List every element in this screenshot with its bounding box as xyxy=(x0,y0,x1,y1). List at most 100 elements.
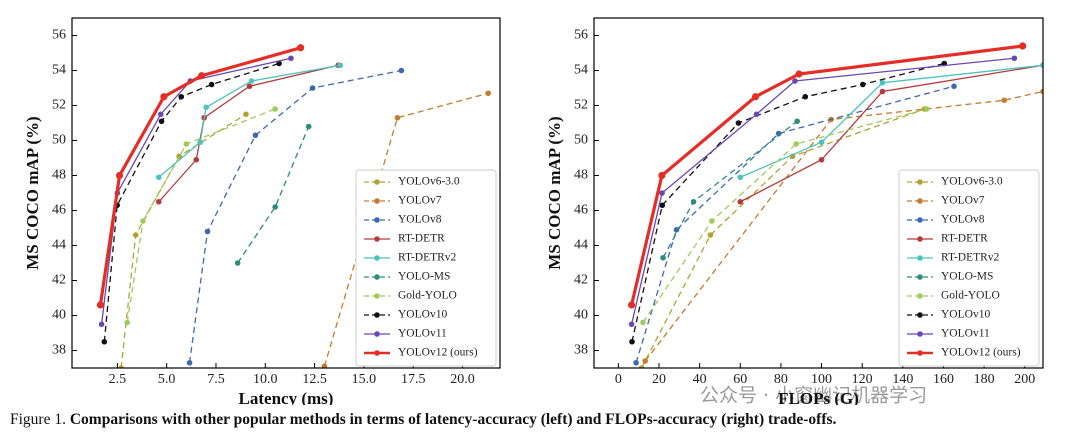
point xyxy=(640,319,646,326)
point xyxy=(818,139,825,146)
legend-label: YOLOv12 (ours) xyxy=(941,347,1021,359)
legend-marker xyxy=(374,217,380,223)
point xyxy=(793,141,799,147)
point xyxy=(629,338,635,345)
x-tick-label: 2.5 xyxy=(109,372,127,387)
point xyxy=(818,156,825,163)
figure: 公众号 · 小窗幽记机器学习 2.5 5.0 7.5 10.0 12.5 15.0 17.5… xyxy=(23,17,1044,406)
point xyxy=(659,190,665,196)
x-tick-label: 120 xyxy=(852,372,873,387)
series-line xyxy=(662,120,798,259)
point xyxy=(642,358,648,364)
point xyxy=(305,123,312,130)
caption-text: Comparisons with other popular methods i… xyxy=(69,411,837,428)
x-axis-title: FLOPs (G) xyxy=(778,389,859,405)
point xyxy=(923,106,930,112)
point xyxy=(658,171,666,180)
point xyxy=(753,111,760,118)
series-line xyxy=(98,46,302,306)
y-tick-label: 46 xyxy=(574,203,588,218)
point xyxy=(709,218,715,224)
y-tick-label: 42 xyxy=(574,273,588,288)
x-tick-label: 20.0 xyxy=(450,372,475,387)
plot-area xyxy=(96,44,491,368)
series-line xyxy=(126,108,276,323)
legend-label: RT-DETRv2 xyxy=(398,252,457,264)
x-axis-title: Latency (ms) xyxy=(239,389,334,405)
point xyxy=(288,55,294,62)
point xyxy=(183,141,190,147)
legend-marker xyxy=(374,198,380,204)
point xyxy=(394,114,401,121)
series-line xyxy=(631,62,945,342)
series-line xyxy=(188,69,402,363)
legend-marker xyxy=(374,236,380,242)
x-tick-label: 140 xyxy=(892,372,913,387)
series-line xyxy=(237,126,310,264)
point xyxy=(197,139,204,146)
x-tick-label: 17.5 xyxy=(401,372,426,387)
series-line xyxy=(644,90,1043,362)
watermark: 公众号 · 小窗幽记机器学习 xyxy=(700,385,927,406)
point xyxy=(157,111,164,118)
legend-label: YOLO-MS xyxy=(398,271,450,283)
legend-marker xyxy=(374,179,380,185)
y-tick-label: 48 xyxy=(574,168,588,183)
legend-label: YOLOv10 xyxy=(398,309,447,321)
point xyxy=(155,198,162,205)
legend-label: YOLOv6-3.0 xyxy=(398,176,460,188)
point xyxy=(115,171,124,180)
point xyxy=(792,78,798,84)
legend-label: YOLOv7 xyxy=(398,195,442,207)
x-tick-label: 80 xyxy=(774,372,788,387)
legend-box xyxy=(898,169,1040,367)
series-line xyxy=(642,108,927,323)
point xyxy=(794,118,800,125)
point xyxy=(879,88,886,95)
legend-marker xyxy=(917,255,923,261)
point xyxy=(859,81,866,88)
y-tick-label: 44 xyxy=(52,238,66,253)
plot-frame xyxy=(593,17,1044,369)
legend-marker xyxy=(374,331,380,337)
y-axis-title: MS COCO mAP (%) xyxy=(545,116,564,269)
point xyxy=(204,228,211,235)
point xyxy=(234,260,241,266)
legend-marker xyxy=(917,331,923,337)
x-tick-label: 0 xyxy=(615,372,622,387)
point xyxy=(296,44,305,52)
y-tick-label: 38 xyxy=(574,343,588,358)
point xyxy=(659,202,666,209)
y-axis-title: MS COCO mAP (%) xyxy=(23,116,42,269)
legend-label: RT-DETRv2 xyxy=(941,252,1000,264)
series-line xyxy=(323,92,489,367)
series-line xyxy=(103,62,280,342)
y-tick-label: 50 xyxy=(52,133,66,148)
point xyxy=(155,174,162,181)
legend-marker xyxy=(917,350,923,356)
point xyxy=(243,111,249,118)
legend-label: YOLOv8 xyxy=(398,214,442,226)
legend-marker xyxy=(917,198,923,204)
y-tick-label: 50 xyxy=(574,133,588,148)
plot-frame xyxy=(71,17,501,369)
y-tick-label: 56 xyxy=(52,28,66,43)
series-line xyxy=(640,108,925,368)
legend-label: YOLOv7 xyxy=(941,195,985,207)
y-tick-label: 52 xyxy=(52,98,66,113)
y-tick-label: 38 xyxy=(52,343,66,358)
legend-marker xyxy=(917,179,923,185)
point xyxy=(124,319,131,326)
x-tick-label: 10.0 xyxy=(253,372,278,387)
caption: Figure 1. Comparisons with other popular… xyxy=(10,411,836,429)
point xyxy=(1019,42,1027,50)
x-tick-label: 7.5 xyxy=(207,372,225,387)
point xyxy=(321,363,328,368)
point xyxy=(795,70,803,78)
point xyxy=(1040,62,1043,69)
caption-label: Figure 1. xyxy=(10,411,66,428)
point xyxy=(252,132,259,139)
point xyxy=(208,81,215,88)
point xyxy=(276,60,282,67)
